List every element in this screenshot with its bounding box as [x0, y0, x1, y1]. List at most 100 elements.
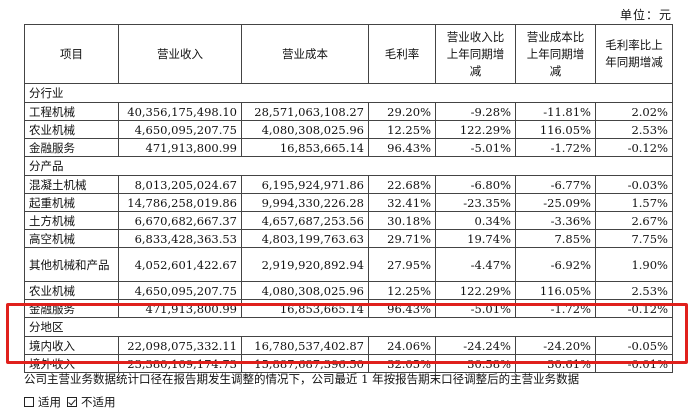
checkbox-not-applicable-icon[interactable] [67, 397, 77, 407]
section-title: 分行业 [24, 83, 673, 103]
table-row: 境内收入 22,098,075,332.11 16,780,537,402.87 24… [24, 336, 673, 355]
header-cost: 营业成本 [241, 24, 369, 84]
table-row: 其他机械和产品 4,052,601,422.67 2,919,920,892.94 2… [24, 247, 673, 282]
header-revenue-yoy: 营业收入比上年同期增减 [435, 24, 516, 84]
cell-cost: 9,994,330,226.28 [241, 193, 369, 212]
cell-revenue-yoy: -4.47% [435, 247, 516, 282]
cell-revenue: 6,833,428,363.53 [118, 229, 242, 248]
cell-gross-margin: 29.20% [368, 102, 436, 121]
cell-cost: 16,853,665.14 [241, 299, 369, 318]
cell-item: 其他机械和产品 [24, 247, 119, 282]
header-revenue: 营业收入 [118, 24, 242, 84]
cell-item: 境内收入 [24, 336, 119, 355]
cell-item: 境外收入 [24, 354, 119, 373]
cell-cost-yoy: 30.61% [515, 354, 596, 373]
cell-revenue: 8,013,205,024.67 [118, 175, 242, 194]
cell-revenue-yoy: -23.35% [435, 193, 516, 212]
table-row: 土方机械 6,670,682,667.37 4,657,687,253.56 30.1… [24, 211, 673, 230]
section-title: 分产品 [24, 156, 673, 176]
cell-margin-yoy: 2.67% [595, 211, 673, 230]
cell-revenue-yoy: 122.29% [435, 120, 516, 139]
cell-cost-yoy: 116.05% [515, 120, 596, 139]
cell-cost-yoy: -6.92% [515, 247, 596, 282]
cell-margin-yoy: 2.53% [595, 281, 673, 300]
cell-gross-margin: 27.95% [368, 247, 436, 282]
cell-cost-yoy: -25.09% [515, 193, 596, 212]
header-gross-margin: 毛利率 [368, 24, 436, 84]
cell-cost: 16,853,665.14 [241, 138, 369, 157]
cell-margin-yoy: 7.75% [595, 229, 673, 248]
cell-margin-yoy: -0.03% [595, 175, 673, 194]
table-row: 混凝土机械 8,013,205,024.67 6,195,924,971.86 22.… [24, 175, 673, 194]
cell-revenue: 14,786,258,019.86 [118, 193, 242, 212]
table-row: 工程机械 40,356,175,498.10 28,571,063,108.27 29… [24, 102, 673, 121]
cell-cost: 4,080,308,025.96 [241, 120, 369, 139]
cell-item: 金融服务 [24, 138, 119, 157]
table-row: 农业机械 4,650,095,207.75 4,080,308,025.96 12.2… [24, 281, 673, 300]
cell-gross-margin: 29.71% [368, 229, 436, 248]
not-applicable-label: 不适用 [81, 395, 116, 409]
applicability-options: 适用 不适用 [24, 394, 120, 410]
cell-margin-yoy: -0.01% [595, 354, 673, 373]
cell-item: 金融服务 [24, 299, 119, 318]
cell-gross-margin: 32.41% [368, 193, 436, 212]
cell-item: 农业机械 [24, 120, 119, 139]
cell-revenue: 22,098,075,332.11 [118, 336, 242, 355]
cell-revenue-yoy: -24.24% [435, 336, 516, 355]
unit-label: 单位：元 [619, 8, 672, 22]
checkbox-applicable-icon[interactable] [24, 397, 34, 407]
cell-cost: 2,919,920,892.94 [241, 247, 369, 282]
cell-cost: 6,195,924,971.86 [241, 175, 369, 194]
cell-margin-yoy: 2.53% [595, 120, 673, 139]
cell-cost: 4,657,687,253.56 [241, 211, 369, 230]
cell-margin-yoy: -0.12% [595, 138, 673, 157]
cell-revenue: 471,913,800.99 [118, 299, 242, 318]
section-title: 分地区 [24, 317, 673, 337]
cell-margin-yoy: 1.90% [595, 247, 673, 282]
cell-revenue: 40,356,175,498.10 [118, 102, 242, 121]
cell-gross-margin: 96.43% [368, 138, 436, 157]
cell-cost: 16,780,537,402.87 [241, 336, 369, 355]
cell-item: 起重机械 [24, 193, 119, 212]
table-row: 农业机械 4,650,095,207.75 4,080,308,025.96 12.2… [24, 120, 673, 139]
table-row: 金融服务 471,913,800.99 16,853,665.14 96.43% -5.… [24, 138, 673, 157]
header-row: 项目 营业收入 营业成本 毛利率 营业收入比上年同期增减 营业成本比上年同期增减… [24, 24, 673, 84]
cell-revenue-yoy: -9.28% [435, 102, 516, 121]
cell-item: 农业机械 [24, 281, 119, 300]
cell-margin-yoy: 1.57% [595, 193, 673, 212]
note-text: 公司主营业务数据统计口径在报告期发生调整的情况下，公司最近 1 年按报告期末口径… [24, 372, 580, 386]
main-business-table: 项目 营业收入 营业成本 毛利率 营业收入比上年同期增减 营业成本比上年同期增减… [24, 24, 673, 373]
cell-item: 工程机械 [24, 102, 119, 121]
header-item: 项目 [24, 24, 119, 84]
cell-gross-margin: 32.05% [368, 354, 436, 373]
header-margin-yoy: 毛利率比上年同期增减 [595, 24, 673, 84]
cell-gross-margin: 12.25% [368, 281, 436, 300]
cell-item: 土方机械 [24, 211, 119, 230]
cell-cost-yoy: -1.72% [515, 299, 596, 318]
section-row: 分地区 [24, 317, 673, 337]
cell-item: 高空机械 [24, 229, 119, 248]
cell-revenue-yoy: -6.80% [435, 175, 516, 194]
cell-margin-yoy: 2.02% [595, 102, 673, 121]
cell-cost: 28,571,063,108.27 [241, 102, 369, 121]
cell-cost-yoy: -11.81% [515, 102, 596, 121]
table-row: 金融服务 471,913,800.99 16,853,665.14 96.43% -5.… [24, 299, 673, 318]
cell-revenue-yoy: -5.01% [435, 138, 516, 157]
table-row: 境外收入 23,380,109,174.73 15,887,687,396.50 32… [24, 354, 673, 373]
header-cost-yoy: 营业成本比上年同期增减 [515, 24, 596, 84]
cell-margin-yoy: -0.05% [595, 336, 673, 355]
cell-item: 混凝土机械 [24, 175, 119, 194]
cell-cost: 15,887,687,396.50 [241, 354, 369, 373]
cell-cost-yoy: -1.72% [515, 138, 596, 157]
cell-cost-yoy: -3.36% [515, 211, 596, 230]
cell-cost-yoy: 7.85% [515, 229, 596, 248]
cell-cost-yoy: -24.20% [515, 336, 596, 355]
table-row: 起重机械 14,786,258,019.86 9,994,330,226.28 32.… [24, 193, 673, 212]
section-row: 分产品 [24, 156, 673, 176]
table-row: 高空机械 6,833,428,363.53 4,803,199,763.63 29.7… [24, 229, 673, 248]
cell-cost: 4,803,199,763.63 [241, 229, 369, 248]
cell-gross-margin: 24.06% [368, 336, 436, 355]
cell-revenue: 6,670,682,667.37 [118, 211, 242, 230]
cell-revenue: 23,380,109,174.73 [118, 354, 242, 373]
cell-margin-yoy: -0.12% [595, 299, 673, 318]
